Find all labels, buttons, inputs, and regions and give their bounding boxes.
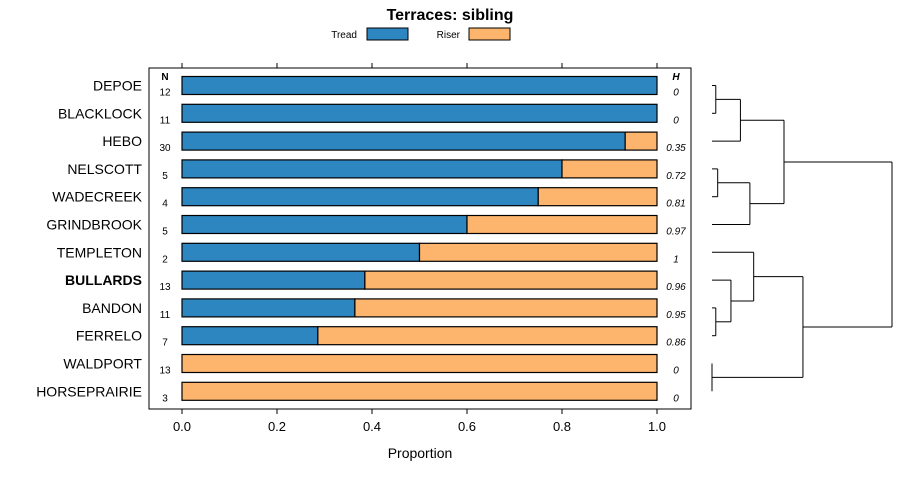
legend: Tread Riser: [331, 27, 511, 41]
bar-tread: [181, 103, 658, 123]
bar-riser: [418, 242, 658, 262]
h-value: 0.97: [666, 227, 686, 238]
n-value: 30: [159, 143, 171, 154]
h-header: H: [672, 72, 680, 83]
category-label: GRINDBROOK: [46, 217, 142, 233]
plot-frame: [148, 67, 692, 410]
n-value: 7: [162, 338, 168, 349]
h-value: 0.81: [666, 199, 685, 210]
h-value: 0.35: [666, 143, 686, 154]
h-value: 0: [673, 88, 679, 99]
bar-riser: [466, 214, 658, 235]
bar-tread: [181, 326, 319, 346]
h-value: 0.96: [666, 282, 686, 293]
x-tick-label: 0.8: [553, 419, 571, 434]
n-value: 5: [162, 171, 168, 182]
legend-swatch-tread: [366, 27, 409, 41]
legend-label-riser: Riser: [437, 30, 461, 41]
x-tick-label: 0.0: [173, 419, 191, 434]
x-axis: 0.0 0.2 0.4 0.6 0.8 1.0: [173, 63, 666, 434]
category-label: BULLARDS: [65, 272, 142, 288]
h-value: 0.72: [666, 171, 686, 182]
n-value: 3: [162, 393, 168, 404]
h-value: 0: [673, 115, 679, 126]
category-label: DEPOE: [93, 78, 142, 94]
legend-swatch-riser: [468, 27, 511, 41]
n-value: 13: [159, 282, 171, 293]
bar-riser: [317, 326, 658, 346]
bar-tread: [181, 242, 421, 262]
x-tick-label: 0.2: [268, 419, 286, 434]
n-value: 12: [159, 88, 171, 99]
h-value: 0.95: [666, 310, 686, 321]
category-label: BLACKLOCK: [58, 105, 143, 121]
category-label: NELSCOTT: [67, 161, 142, 177]
n-header: N: [161, 72, 168, 83]
bar-tread: [181, 270, 366, 290]
category-label: FERRELO: [76, 328, 142, 344]
n-value: 5: [162, 227, 168, 238]
bar-riser: [181, 381, 658, 401]
x-tick-label: 1.0: [648, 419, 666, 434]
category-label: TEMPLETON: [57, 244, 142, 260]
h-value: 0.86: [666, 338, 686, 349]
bar-tread: [181, 159, 563, 179]
x-tick-label: 0.4: [363, 419, 381, 434]
category-label: WADECREEK: [52, 189, 142, 205]
h-value: 0: [673, 366, 679, 377]
bar-tread: [181, 298, 356, 318]
category-label: BANDON: [82, 300, 142, 316]
h-value: 0: [673, 393, 679, 404]
x-axis-title: Proportion: [388, 445, 453, 461]
bar-tread: [181, 75, 658, 96]
category-label: HORSEPRAIRIE: [36, 383, 142, 399]
bar-riser: [354, 298, 658, 318]
bar-tread: [181, 214, 468, 235]
category-label: WALDPORT: [63, 356, 142, 372]
n-value: 2: [162, 254, 168, 265]
n-value: 4: [162, 199, 168, 210]
legend-label-tread: Tread: [331, 30, 357, 41]
x-tick-label: 0.6: [458, 419, 476, 434]
chart-title: Terraces: sibling: [387, 7, 514, 24]
n-value: 11: [160, 310, 171, 321]
h-value: 1: [673, 254, 679, 265]
bar-riser: [537, 187, 658, 207]
dendrogram: [711, 85, 893, 392]
bar-riser: [561, 159, 658, 179]
bar-tread: [181, 131, 626, 151]
bar-riser: [181, 353, 658, 374]
n-value: 11: [160, 115, 171, 126]
n-value: 13: [159, 366, 171, 377]
bar-riser: [364, 270, 658, 290]
bar-tread: [181, 187, 539, 207]
category-label: HEBO: [102, 133, 142, 149]
bar-riser: [624, 131, 658, 151]
